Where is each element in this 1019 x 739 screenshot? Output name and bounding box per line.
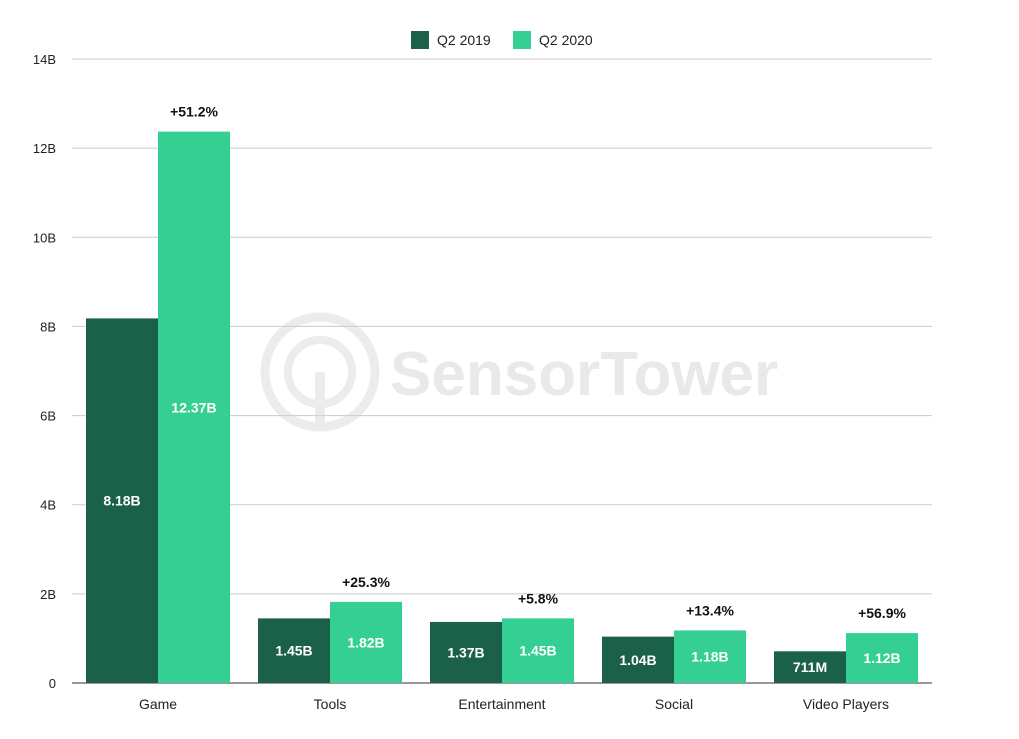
bars: [86, 131, 918, 683]
sensortower-logo-icon: [260, 312, 380, 432]
growth-label-entertainment: +5.8%: [518, 590, 559, 606]
y-axis-ticks: 0 2B 4B 6B 8B 10B 12B 14B: [33, 52, 56, 691]
data-label-q2-2020-video-players: 1.12B: [863, 650, 900, 666]
bar-q2-2020-entertainment: [502, 618, 574, 683]
growth-label-tools: +25.3%: [342, 574, 390, 590]
legend-item-q2-2019: Q2 2019: [411, 31, 491, 49]
value-labels: 8.18B 12.37B +51.2% 1.45B 1.82B +25.3% 1.37B 1.…: [103, 104, 906, 676]
x-axis-ticks: Game Tools Entertainment Social Video Player…: [139, 696, 889, 712]
x-tick-label-social: Social: [655, 696, 693, 712]
bar-q2-2019-tools: [258, 618, 330, 683]
growth-label-social: +13.4%: [686, 602, 734, 618]
y-tick-label-0: 0: [49, 676, 56, 691]
x-tick-label-entertainment: Entertainment: [458, 696, 545, 712]
data-label-q2-2020-entertainment: 1.45B: [519, 643, 556, 659]
y-tick-label-12: 12B: [33, 141, 56, 156]
data-label-q2-2019-entertainment: 1.37B: [447, 644, 484, 660]
y-tick-label-8: 8B: [40, 319, 56, 334]
legend-label-q2-2019: Q2 2019: [437, 32, 491, 48]
legend-swatch-q2-2019: [411, 31, 429, 49]
bar-q2-2020-game: [158, 131, 230, 683]
x-tick-label-video-players: Video Players: [803, 696, 889, 712]
legend: Q2 2019 Q2 2020: [0, 31, 1019, 55]
y-tick-label-6: 6B: [40, 409, 56, 424]
data-label-q2-2020-social: 1.18B: [691, 649, 728, 665]
legend-label-q2-2020: Q2 2020: [539, 32, 593, 48]
legend-swatch-q2-2020: [513, 31, 531, 49]
y-tick-label-14: 14B: [33, 52, 56, 67]
y-tick-label-2: 2B: [40, 587, 56, 602]
watermark: SensorTower: [260, 312, 778, 432]
data-label-q2-2019-social: 1.04B: [619, 652, 656, 668]
data-label-q2-2019-video-players: 711M: [793, 659, 827, 675]
data-label-q2-2020-tools: 1.82B: [347, 634, 384, 650]
y-tick-label-10: 10B: [33, 230, 56, 245]
x-tick-label-tools: Tools: [314, 696, 347, 712]
y-tick-label-4: 4B: [40, 498, 56, 513]
bar-q2-2019-video-players: [774, 651, 846, 683]
x-tick-label-game: Game: [139, 696, 177, 712]
bar-q2-2019-game: [86, 318, 158, 683]
growth-label-game: +51.2%: [170, 104, 218, 120]
data-label-q2-2019-tools: 1.45B: [275, 643, 312, 659]
data-label-q2-2020-game: 12.37B: [171, 399, 216, 415]
growth-label-video-players: +56.9%: [858, 605, 906, 621]
data-label-q2-2019-game: 8.18B: [103, 493, 140, 509]
bar-q2-2019-social: [602, 636, 674, 683]
bar-q2-2019-entertainment: [430, 621, 502, 683]
bar-q2-2020-tools: [330, 601, 402, 683]
legend-item-q2-2020: Q2 2020: [513, 31, 593, 49]
bar-q2-2020-video-players: [846, 633, 918, 683]
watermark-text: SensorTower: [390, 340, 778, 409]
bar-q2-2020-social: [674, 630, 746, 683]
